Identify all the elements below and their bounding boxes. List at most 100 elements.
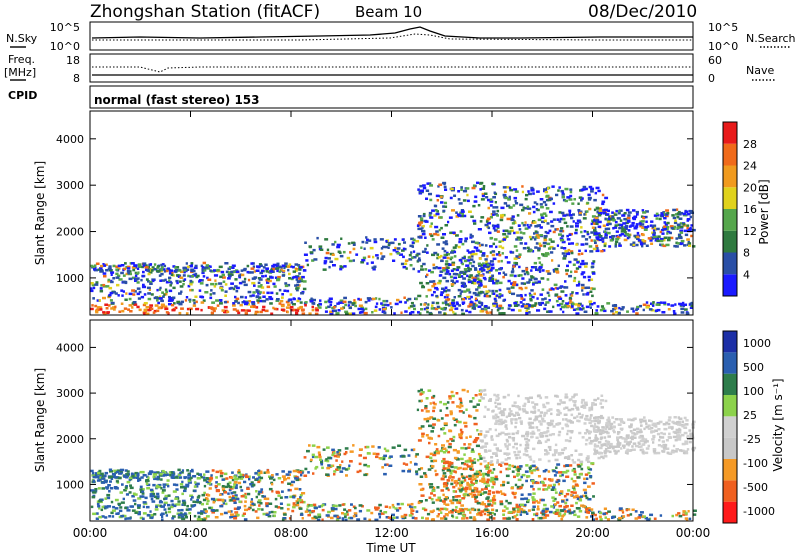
range-time-cell (213, 309, 216, 313)
range-time-cell (282, 269, 286, 273)
range-time-cell (449, 412, 453, 416)
range-time-cell (424, 236, 427, 239)
range-time-cell (617, 431, 621, 434)
range-time-cell (160, 263, 163, 267)
range-time-cell (571, 458, 574, 462)
range-time-cell (125, 493, 130, 496)
range-time-cell (268, 475, 271, 478)
range-time-cell (124, 517, 127, 521)
range-time-cell (637, 239, 642, 242)
range-time-cell (616, 432, 620, 436)
range-time-cell (515, 411, 519, 415)
range-time-cell (591, 215, 596, 218)
range-time-cell (471, 478, 475, 481)
range-time-cell (295, 275, 300, 278)
range-time-cell (150, 307, 154, 310)
range-time-cell (506, 261, 511, 264)
range-time-cell (231, 485, 235, 489)
station-title: Zhongshan Station (fitACF) (90, 2, 320, 22)
range-time-cell (597, 397, 600, 400)
range-time-cell (604, 399, 608, 403)
range-time-cell (430, 430, 435, 433)
range-time-cell (469, 483, 474, 487)
range-time-cell (318, 453, 321, 457)
colorbar-swatch (723, 230, 737, 253)
range-time-cell (459, 401, 463, 405)
range-time-cell (481, 389, 485, 392)
range-time-cell (605, 449, 610, 453)
range-time-cell (347, 304, 351, 307)
range-time-cell (410, 512, 414, 516)
range-time-cell (217, 498, 222, 502)
range-time-cell (479, 274, 484, 277)
range-time-cell (512, 283, 517, 287)
range-time-cell (365, 241, 369, 244)
range-time-cell (450, 251, 455, 254)
range-time-cell (255, 490, 258, 493)
range-time-cell (542, 241, 547, 245)
range-time-cell (244, 312, 249, 315)
range-time-cell (159, 286, 162, 290)
range-time-cell (410, 251, 413, 254)
range-time-cell (269, 477, 273, 480)
range-time-cell (231, 515, 236, 519)
range-time-cell (636, 213, 639, 216)
range-time-cell (451, 479, 454, 482)
range-time-cell (145, 268, 148, 272)
range-time-cell (102, 477, 106, 480)
range-time-cell (171, 308, 176, 312)
range-time-cell (108, 293, 112, 297)
range-time-cell (402, 255, 405, 259)
range-time-cell (424, 474, 428, 477)
range-time-cell (250, 262, 254, 265)
range-time-cell (185, 508, 190, 511)
range-time-cell (500, 431, 505, 435)
range-time-cell (181, 469, 185, 472)
range-time-cell (683, 224, 687, 227)
range-time-cell (321, 503, 325, 507)
range-time-cell (570, 477, 574, 481)
range-time-cell (581, 259, 585, 263)
range-time-cell (547, 484, 552, 487)
range-time-cell (220, 512, 224, 516)
range-time-cell (147, 297, 152, 301)
range-time-cell (347, 509, 352, 512)
range-time-cell (543, 503, 547, 507)
range-time-cell (584, 265, 588, 268)
range-time-cell (491, 277, 495, 280)
range-time-cell (126, 470, 130, 473)
range-time-cell (372, 255, 375, 259)
range-time-cell (459, 292, 462, 295)
range-time-cell (632, 241, 636, 244)
range-time-cell (589, 290, 593, 293)
range-time-cell (228, 488, 232, 492)
range-time-cell (134, 274, 138, 278)
range-time-cell (422, 212, 426, 216)
range-time-cell (539, 244, 543, 247)
range-time-cell (509, 274, 514, 277)
range-time-cell (614, 240, 619, 244)
range-time-cell (201, 268, 204, 271)
range-time-cell (196, 496, 200, 499)
range-time-cell (428, 214, 432, 217)
range-time-cell (300, 278, 303, 281)
range-time-cell (480, 198, 485, 201)
range-time-cell (432, 263, 436, 267)
range-time-cell (142, 264, 146, 268)
range-time-cell (107, 484, 111, 487)
range-time-cell (504, 458, 508, 461)
range-time-cell (476, 280, 481, 284)
range-time-cell (120, 289, 124, 292)
range-time-cell (182, 266, 187, 270)
range-time-cell (177, 513, 182, 517)
range-time-cell (371, 297, 376, 301)
range-time-cell (453, 466, 458, 469)
range-time-cell (301, 312, 306, 315)
range-time-cell (272, 282, 276, 286)
range-time-cell (507, 232, 512, 235)
range-time-cell (581, 404, 585, 407)
range-time-cell (477, 493, 480, 496)
range-time-cell (176, 300, 181, 304)
range-time-cell (626, 310, 629, 313)
range-time-cell (98, 515, 102, 519)
